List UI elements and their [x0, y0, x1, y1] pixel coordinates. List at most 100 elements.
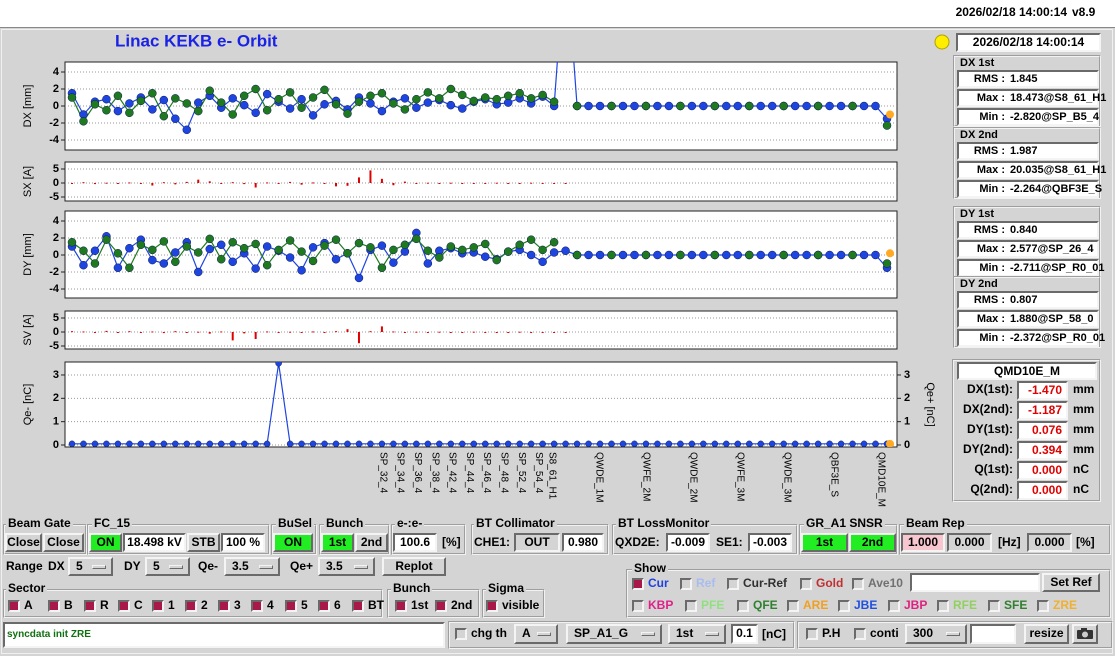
checkbox[interactable] [251, 600, 263, 612]
stats-value: -2.264@QBF3E_S [1010, 183, 1103, 195]
checkbox[interactable] [8, 600, 20, 612]
dropdown[interactable]: 3.5 [224, 557, 280, 576]
checkbox[interactable] [737, 600, 749, 612]
data-point [228, 257, 237, 267]
checkbox[interactable] [787, 600, 799, 612]
dropdown[interactable]: 5 [68, 557, 113, 576]
button[interactable]: Close [5, 533, 42, 552]
checkbox[interactable] [435, 600, 447, 612]
checkbox[interactable] [48, 600, 60, 612]
checkbox[interactable] [318, 600, 330, 612]
checkbox[interactable] [680, 578, 692, 590]
group-box [391, 524, 466, 555]
group-label: Beam Rep [904, 516, 967, 531]
data-point [700, 440, 707, 447]
checkbox[interactable] [838, 600, 850, 612]
checkbox[interactable] [806, 628, 818, 640]
bar [426, 182, 429, 184]
checkbox[interactable] [632, 578, 644, 590]
button[interactable]: Set Ref [1042, 573, 1100, 592]
data-point [205, 234, 214, 244]
dropdown[interactable]: 3.5 [318, 557, 375, 576]
checkbox[interactable] [685, 600, 697, 612]
data-point [677, 440, 684, 447]
stats-title: DX 2nd [960, 129, 998, 141]
checkbox[interactable] [854, 628, 866, 640]
dropdown[interactable]: 1st [668, 624, 726, 644]
checkbox[interactable] [727, 578, 739, 590]
checkbox[interactable] [455, 628, 467, 640]
state-button[interactable]: 1st [321, 533, 354, 552]
button[interactable]: STB [187, 533, 220, 552]
checkbox[interactable] [937, 600, 949, 612]
checkbox[interactable] [152, 600, 164, 612]
data-point [469, 243, 479, 252]
bar [231, 332, 234, 341]
data-point [239, 91, 249, 101]
data-point [251, 84, 260, 94]
checkbox[interactable] [285, 600, 297, 612]
checkbox[interactable] [118, 600, 130, 612]
bar [507, 183, 510, 184]
dropdown[interactable]: A [514, 624, 558, 644]
bar [553, 332, 556, 333]
checkbox[interactable] [218, 600, 230, 612]
y2-tick-label: 2 [904, 392, 910, 404]
text-field[interactable] [970, 624, 1016, 644]
data-point [722, 250, 731, 260]
data-point [641, 250, 651, 260]
state-button[interactable]: 2nd [849, 533, 896, 552]
bar [346, 183, 349, 186]
checkbox[interactable] [888, 600, 900, 612]
checkbox[interactable] [486, 600, 498, 612]
bar [380, 326, 383, 332]
value-field[interactable]: 0.1 [731, 624, 758, 644]
button[interactable]: Replot [382, 557, 446, 576]
data-point [251, 239, 260, 249]
state-button[interactable]: ON [89, 533, 122, 552]
checkbox[interactable] [185, 600, 197, 612]
text-field[interactable] [910, 573, 1040, 592]
button[interactable]: resize [1024, 624, 1069, 644]
checkbox[interactable] [988, 600, 1000, 612]
checkbox[interactable] [1037, 600, 1049, 612]
data-point [113, 91, 123, 101]
dropdown[interactable]: SP_A1_G [566, 624, 662, 644]
camera-button[interactable] [1072, 624, 1098, 644]
data-point [91, 440, 99, 447]
data-point [549, 238, 559, 247]
data-point [458, 245, 467, 255]
dropdown[interactable]: 5 [145, 557, 190, 576]
y-tick-label: 0 [53, 177, 59, 189]
x-label: QWDE_1M [593, 452, 604, 503]
data-point [377, 241, 387, 250]
data-point [366, 91, 375, 101]
group-label: Bunch [324, 516, 366, 531]
checkbox[interactable] [84, 600, 96, 612]
checkbox[interactable] [800, 578, 812, 590]
bar [518, 183, 521, 184]
state-button[interactable]: ON [273, 533, 313, 552]
bar [116, 183, 119, 184]
stats-value: -2.820@SP_B5_4 [1010, 111, 1100, 123]
qmd-label: Q(2nd): [970, 482, 1013, 496]
data-point [194, 267, 203, 277]
checkbox[interactable] [632, 600, 644, 612]
stats-row: Min : -2.264@QBF3E_S [957, 180, 1103, 198]
data-point [321, 440, 328, 447]
bar [564, 183, 567, 184]
data-point [538, 257, 547, 267]
checkbox[interactable] [852, 578, 864, 590]
checkbox-label: Ave10 [868, 576, 903, 590]
button[interactable]: 2nd [355, 533, 388, 552]
state-button[interactable]: 1st [801, 533, 848, 552]
bar [231, 182, 234, 184]
button[interactable]: Close [43, 533, 84, 552]
stats-value: -2.711@SP_R0_01 [1010, 262, 1105, 274]
dropdown[interactable]: 300 [905, 624, 967, 644]
checkbox[interactable] [352, 600, 364, 612]
checkbox[interactable] [395, 600, 407, 612]
checkbox-label: RFE [953, 598, 977, 612]
data-point [262, 89, 272, 99]
group-label: Beam Gate [6, 516, 73, 531]
